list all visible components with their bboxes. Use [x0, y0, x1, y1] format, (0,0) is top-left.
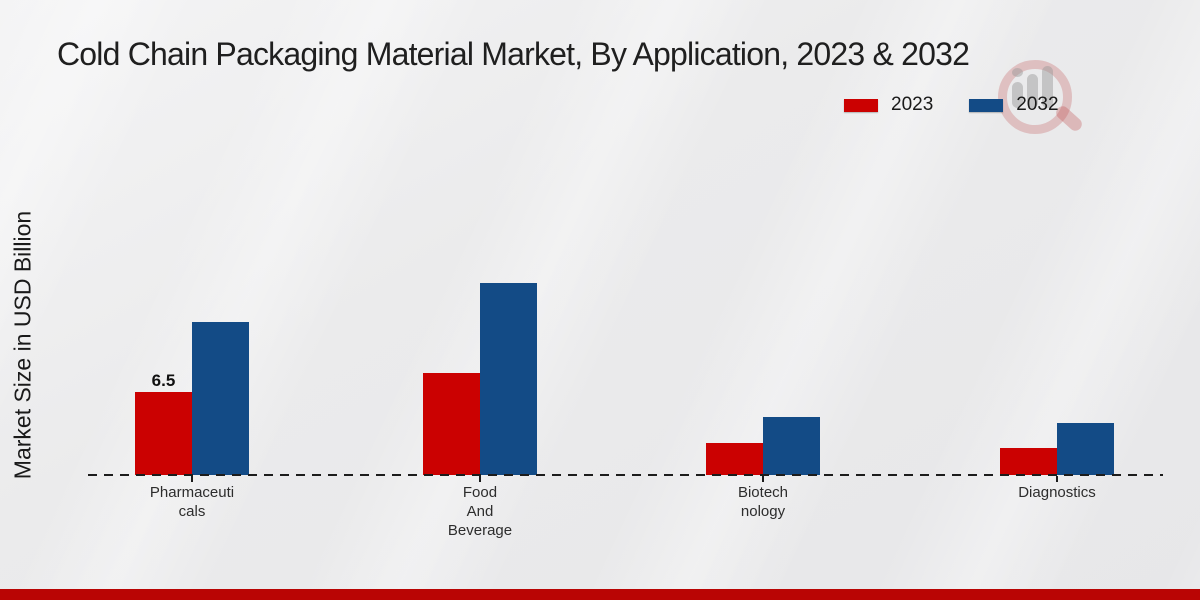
chart-title: Cold Chain Packaging Material Market, By…: [57, 36, 970, 72]
watermark-dot-icon: [1012, 68, 1023, 77]
bar-2032-biotechnology: [763, 417, 820, 475]
x-axis-baseline: [88, 474, 1163, 476]
legend-label-2023: 2023: [891, 94, 934, 115]
watermark-bar-icon: [1012, 82, 1023, 108]
watermark-bar-icon: [1042, 66, 1053, 108]
bar-2032-food-and-beverage: [480, 283, 537, 475]
category-label-line: nology: [740, 503, 786, 520]
legend-label-2032: 2032: [1016, 94, 1059, 115]
category-label-food-and-beverage: Food And Beverage: [400, 483, 560, 540]
category-label-line: Pharmaceuti: [149, 484, 235, 501]
bar-2032-diagnostics: [1057, 423, 1114, 475]
footer-accent-bar: [0, 589, 1200, 600]
bar-2023-diagnostics: [1000, 448, 1057, 475]
x-axis-tick: [762, 476, 764, 482]
bar-2023-biotechnology: [706, 443, 763, 475]
legend-item-2032: 2032: [969, 94, 1059, 116]
bar-2032-pharmaceuticals: [192, 322, 249, 475]
category-label-line: Biotech: [737, 484, 789, 501]
category-label-line: Beverage: [447, 522, 513, 539]
category-label-line: cals: [178, 503, 206, 520]
x-axis-tick: [191, 476, 193, 482]
bar-2023-food-and-beverage: [423, 373, 480, 475]
category-label-pharmaceuticals: Pharmaceuti cals: [112, 483, 272, 521]
bar-2023-pharmaceuticals: [135, 392, 192, 475]
category-label-line: Food: [462, 484, 498, 501]
x-axis-tick: [479, 476, 481, 482]
category-label-line: Diagnostics: [1018, 484, 1096, 501]
magnifier-ring-icon: [998, 60, 1072, 134]
legend-item-2023: 2023: [844, 94, 933, 116]
category-label-line: And: [466, 503, 494, 520]
legend: 2023 2032: [844, 94, 1059, 116]
category-label-biotechnology: Biotech nology: [683, 483, 843, 521]
watermark-bar-icon: [1027, 74, 1038, 108]
y-axis-label: Market Size in USD Billion: [9, 210, 36, 480]
legend-swatch-2032: [969, 98, 1004, 112]
legend-swatch-2023: [844, 98, 878, 112]
brand-watermark-icon: [996, 60, 1106, 155]
category-label-diagnostics: Diagnostics: [977, 483, 1137, 502]
x-axis-tick: [1056, 476, 1058, 482]
bar-value-label: 6.5: [151, 371, 176, 390]
